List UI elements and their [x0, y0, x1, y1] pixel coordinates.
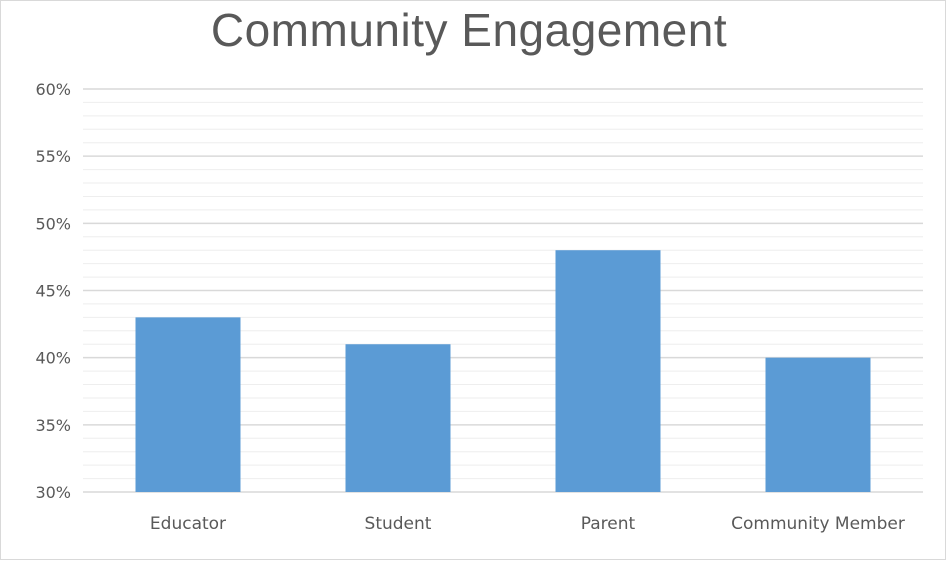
- x-category-label: Parent: [581, 514, 636, 534]
- y-axis-ticks: 30% 35% 40% 45% 50% 55% 60%: [35, 80, 71, 502]
- y-tick-label: 45%: [35, 282, 71, 301]
- y-tick-label: 35%: [35, 416, 71, 435]
- bar: [345, 344, 451, 492]
- y-tick-label: 40%: [35, 349, 71, 368]
- bar: [555, 250, 661, 492]
- bar: [135, 317, 241, 492]
- chart-title: Community Engagement: [210, 4, 728, 56]
- y-tick-label: 30%: [35, 483, 71, 502]
- bar: [765, 357, 871, 492]
- x-axis-categories: Educator Student Parent Community Member: [150, 514, 905, 534]
- y-tick-label: 55%: [35, 147, 71, 166]
- y-tick-label: 50%: [35, 214, 71, 233]
- bars: [135, 250, 871, 492]
- x-category-label: Student: [365, 514, 432, 534]
- y-tick-label: 60%: [35, 80, 71, 99]
- x-category-label: Community Member: [731, 514, 905, 534]
- x-category-label: Educator: [150, 514, 226, 534]
